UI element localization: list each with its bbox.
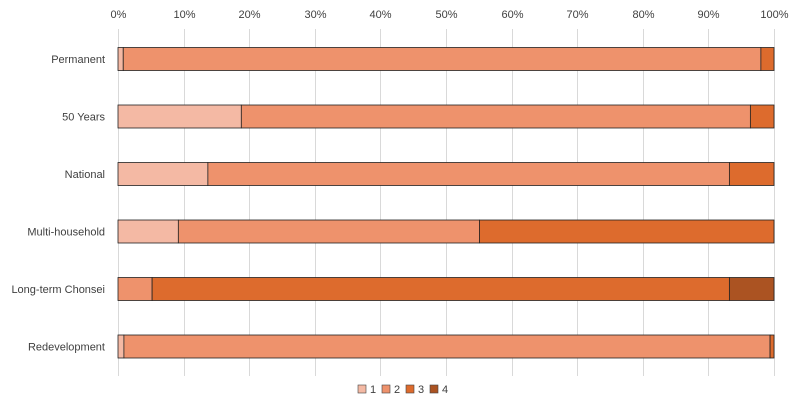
bar-segment-series-1	[117, 162, 209, 186]
bars	[117, 47, 775, 359]
x-tick-label: 60%	[501, 9, 523, 21]
bar-segment-series-2	[240, 104, 751, 129]
bar-segment-series-4	[728, 277, 775, 301]
y-axis-category-labels: Permanent 50 Years National Multi-household…	[11, 54, 105, 354]
x-tick-label: 90%	[697, 9, 719, 21]
bar-segment-series-2	[117, 277, 153, 301]
legend-swatch	[357, 384, 367, 394]
category-label: Long-term Chonsei	[11, 284, 105, 296]
bar-segment-series-2	[123, 334, 771, 359]
gridlines	[118, 29, 775, 376]
bar-segment-series-1	[117, 334, 125, 359]
x-tick-label: 30%	[304, 9, 326, 21]
legend-label: 2	[394, 384, 400, 396]
bar-segment-series-1	[117, 219, 179, 244]
legend-label: 3	[418, 384, 424, 396]
bar-segment-series-1	[117, 47, 124, 71]
x-tick-label: 10%	[173, 9, 195, 21]
bar-segment-series-2	[207, 162, 730, 186]
legend-label: 1	[370, 384, 376, 396]
x-tick-label: 50%	[435, 9, 457, 21]
x-tick-label: 100%	[760, 9, 788, 21]
bar-segment-series-3	[760, 47, 775, 71]
bar-segment-series-3	[728, 162, 775, 186]
legend-swatch	[429, 384, 439, 394]
category-label: Redevelopment	[28, 342, 105, 354]
x-tick-label: 40%	[369, 9, 391, 21]
category-label: National	[65, 169, 105, 181]
bar-segment-series-2	[177, 219, 480, 244]
legend-swatch	[405, 384, 415, 394]
legend-swatch	[381, 384, 391, 394]
category-label: Permanent	[51, 54, 105, 66]
legend-label: 4	[442, 384, 448, 396]
x-tick-label: 20%	[238, 9, 260, 21]
bar-segment-series-1	[117, 104, 242, 129]
x-tick-label: 70%	[566, 9, 588, 21]
category-label: Multi-household	[27, 227, 105, 239]
legend: 1 2 3 4	[357, 384, 448, 396]
bar-segment-series-2	[122, 47, 762, 71]
x-tick-label: 0%	[111, 9, 127, 21]
category-label: 50 Years	[62, 112, 105, 124]
x-tick-label: 80%	[632, 9, 654, 21]
bar-segment-series-3	[769, 334, 775, 359]
bar-segment-series-3	[151, 277, 730, 301]
bar-segment-series-3	[479, 219, 775, 244]
x-axis-tick-labels: 0% 10% 20% 30% 40% 50% 60% 70% 80% 90% 100%	[111, 9, 789, 21]
bar-segment-series-3	[749, 104, 775, 129]
